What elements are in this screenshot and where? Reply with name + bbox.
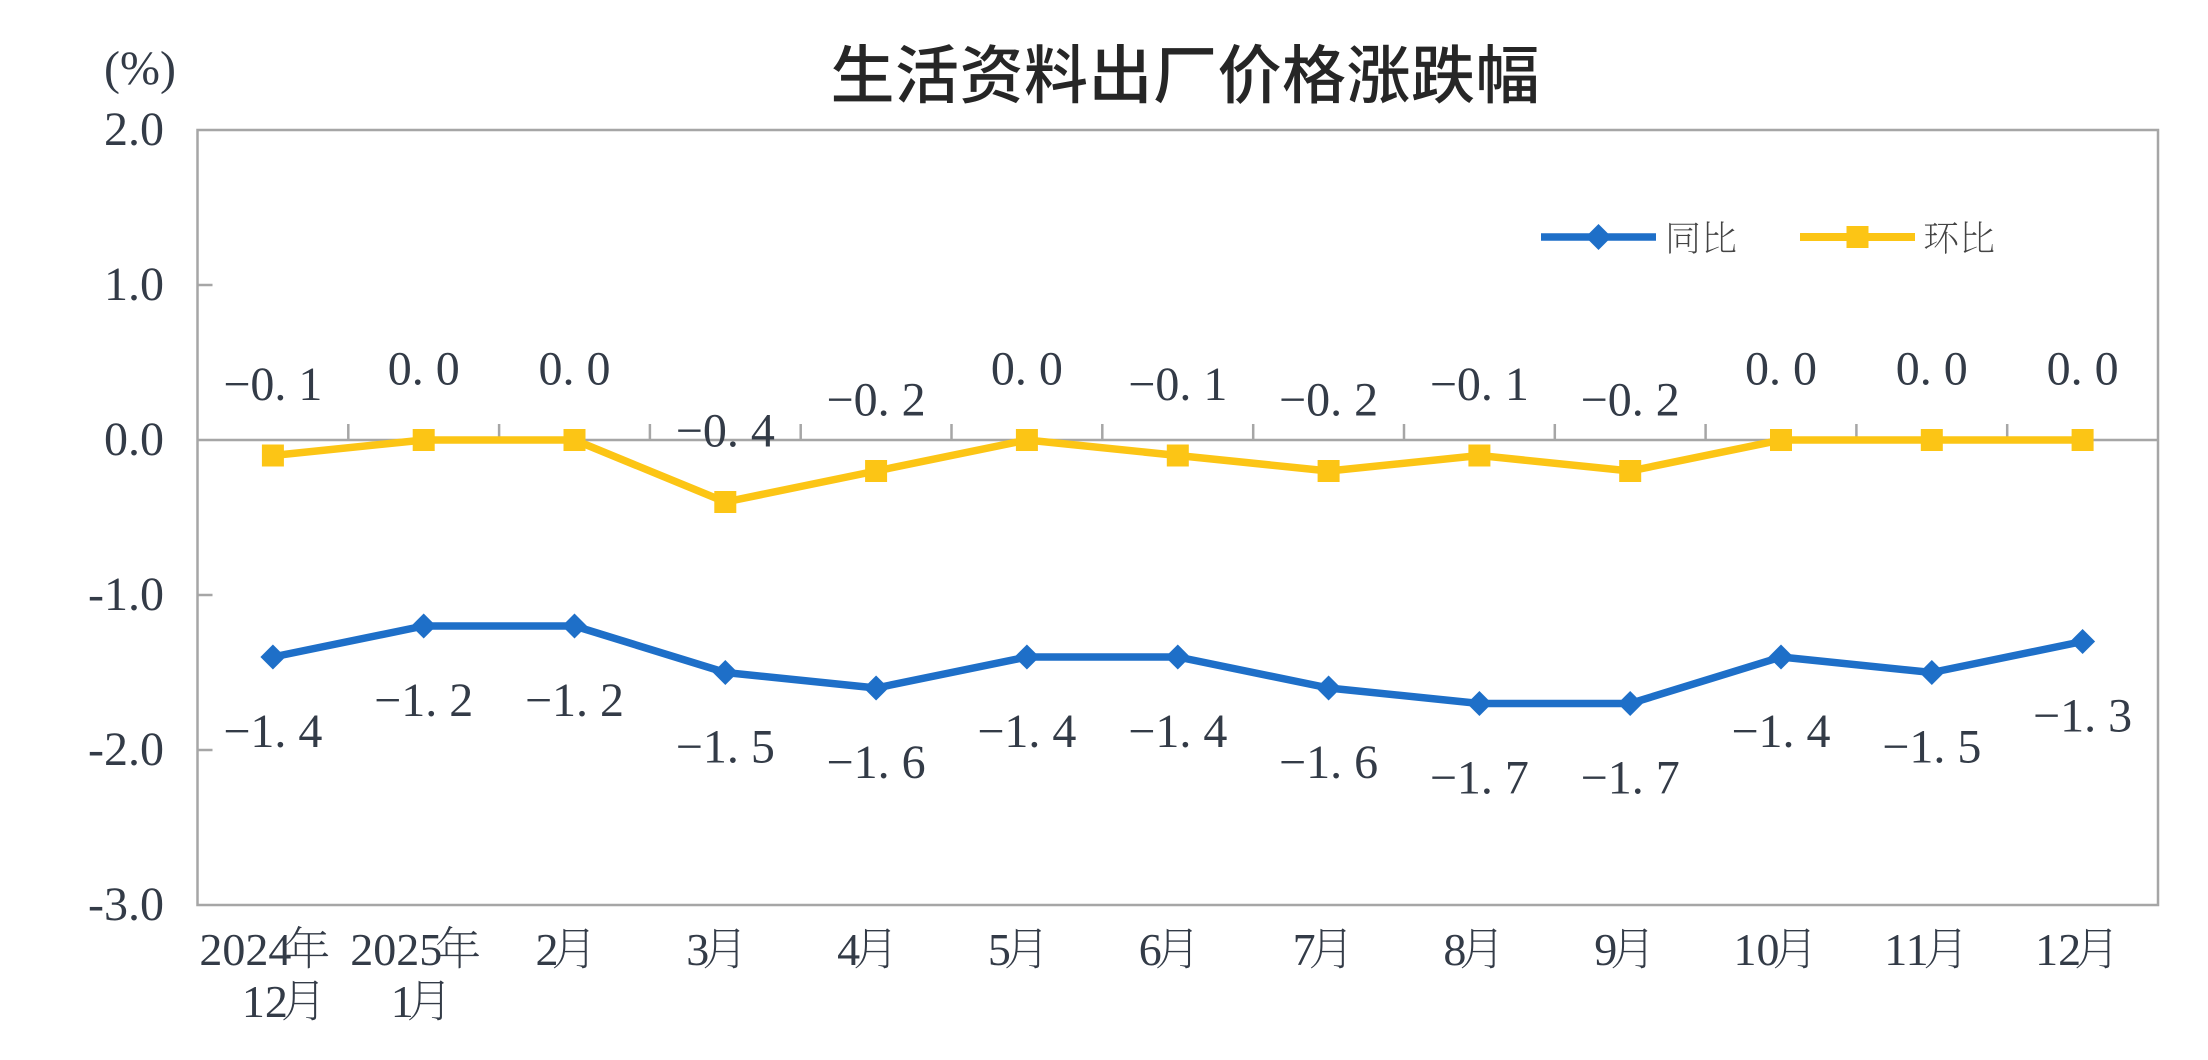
svg-text:7: 7 xyxy=(1293,924,1316,975)
svg-text:0. 0: 0. 0 xyxy=(388,343,460,396)
svg-text:12: 12 xyxy=(242,976,288,1027)
svg-text:0. 0: 0. 0 xyxy=(1745,343,1817,396)
svg-text:−1. 7: −1. 7 xyxy=(1581,752,1680,805)
svg-text:−1. 6: −1. 6 xyxy=(827,736,926,789)
svg-text:−1. 7: −1. 7 xyxy=(1430,752,1529,805)
svg-text:−1. 4: −1. 4 xyxy=(223,705,322,758)
svg-text:−1. 2: −1. 2 xyxy=(374,674,473,727)
svg-text:0. 0: 0. 0 xyxy=(2047,343,2119,396)
svg-text:−0. 2: −0. 2 xyxy=(1279,374,1378,427)
svg-text:0. 0: 0. 0 xyxy=(539,343,611,396)
svg-text:−1. 6: −1. 6 xyxy=(1279,736,1378,789)
svg-text:−1. 3: −1. 3 xyxy=(2033,690,2132,743)
svg-text:−1. 4: −1. 4 xyxy=(1128,705,1227,758)
svg-text:2025: 2025 xyxy=(350,924,442,975)
svg-text:−0. 2: −0. 2 xyxy=(827,374,926,427)
svg-text:-3.0: -3.0 xyxy=(88,878,164,931)
svg-text:0. 0: 0. 0 xyxy=(1896,343,1968,396)
svg-text:−0. 2: −0. 2 xyxy=(1581,374,1680,427)
svg-text:1: 1 xyxy=(391,976,414,1027)
svg-text:5: 5 xyxy=(988,924,1011,975)
svg-text:−1. 4: −1. 4 xyxy=(977,705,1076,758)
svg-text:8: 8 xyxy=(1443,924,1466,975)
svg-text:2: 2 xyxy=(536,924,559,975)
svg-text:4: 4 xyxy=(837,924,860,975)
svg-text:(%): (%) xyxy=(104,42,176,95)
svg-text:−0. 1: −0. 1 xyxy=(1430,358,1529,411)
svg-text:3: 3 xyxy=(686,924,709,975)
svg-text:6: 6 xyxy=(1139,924,1162,975)
svg-text:2.0: 2.0 xyxy=(104,103,164,156)
svg-text:−1. 5: −1. 5 xyxy=(1882,721,1981,774)
svg-text:-1.0: -1.0 xyxy=(88,568,164,621)
svg-text:12: 12 xyxy=(2035,924,2081,975)
svg-text:−0. 1: −0. 1 xyxy=(1128,358,1227,411)
svg-text:0. 0: 0. 0 xyxy=(991,343,1063,396)
svg-text:0.0: 0.0 xyxy=(104,413,164,466)
svg-text:11: 11 xyxy=(1884,924,1928,975)
svg-text:−1. 2: −1. 2 xyxy=(525,674,624,727)
svg-text:2024: 2024 xyxy=(199,924,291,975)
svg-text:−1. 4: −1. 4 xyxy=(1731,705,1830,758)
svg-text:9: 9 xyxy=(1594,924,1617,975)
svg-text:−0. 1: −0. 1 xyxy=(223,358,322,411)
svg-text:−0. 4: −0. 4 xyxy=(676,405,775,458)
svg-text:10: 10 xyxy=(1734,924,1780,975)
svg-text:-2.0: -2.0 xyxy=(88,723,164,776)
svg-text:−1. 5: −1. 5 xyxy=(676,721,775,774)
svg-text:1.0: 1.0 xyxy=(104,258,164,311)
